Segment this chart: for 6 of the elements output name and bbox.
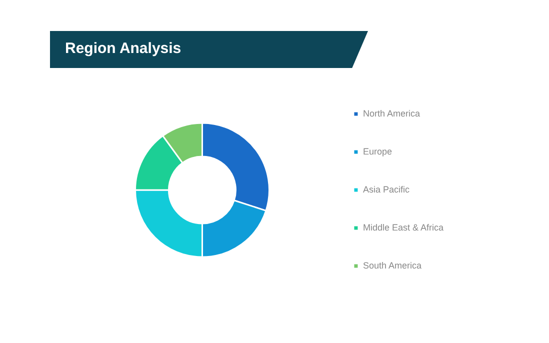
legend-label: North America [362, 108, 420, 118]
legend-label: South America [362, 260, 422, 270]
legend-label: Middle East & Africa [362, 222, 444, 232]
legend-label: Europe [362, 146, 392, 156]
chart-title: Region Analysis [65, 40, 182, 57]
legend-label: Asia Pacific [362, 184, 410, 194]
